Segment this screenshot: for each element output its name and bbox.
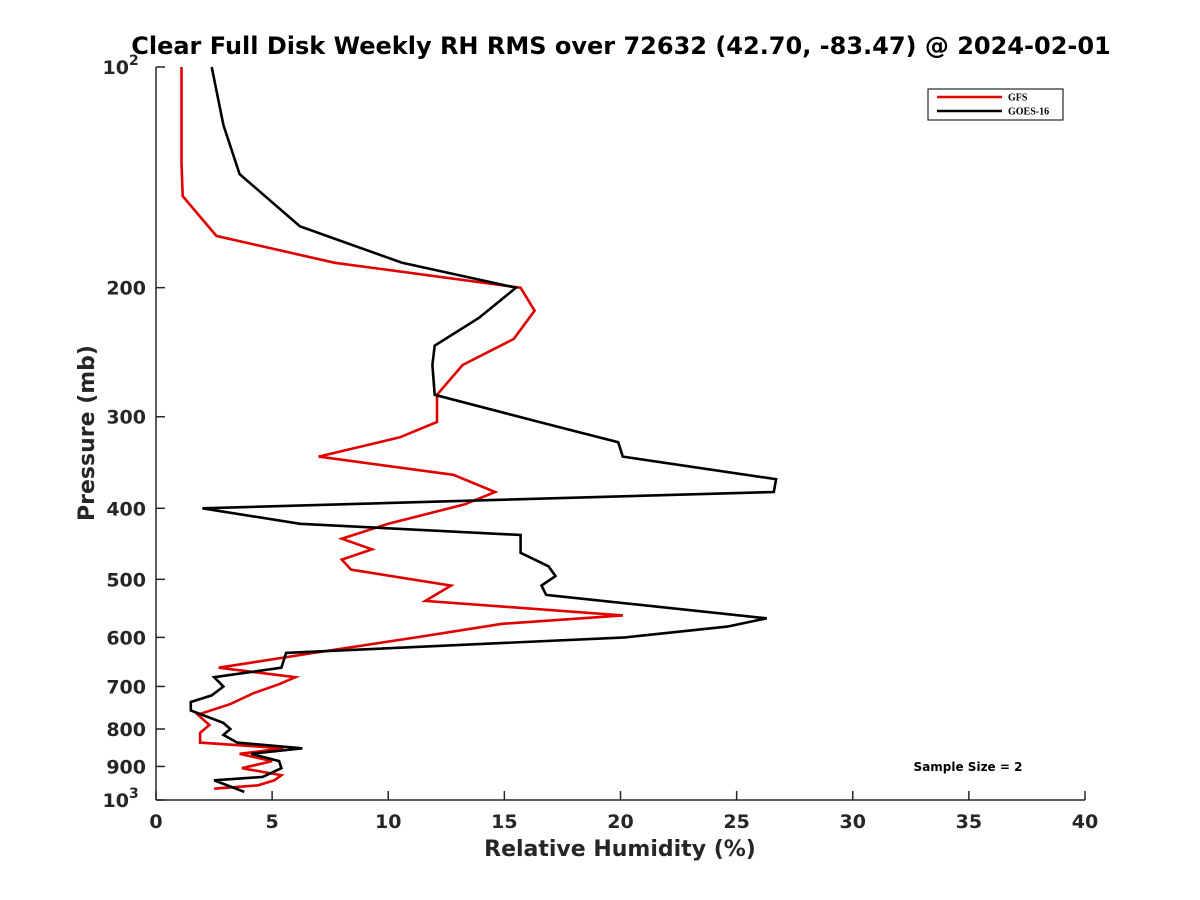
y-tick-label: 300 (106, 407, 146, 429)
y-tick-exponent: 2 (129, 53, 139, 69)
x-tick-label: 15 (491, 811, 517, 833)
y-tick-label: 200 (106, 278, 146, 300)
series-line-goes-16 (189, 66, 778, 794)
y-tick-label: 500 (106, 569, 146, 591)
series-layer (180, 66, 778, 794)
legend-entry: GOES-16 (1008, 107, 1049, 118)
x-tick-label: 30 (840, 811, 866, 833)
x-tick-label: 40 (1072, 811, 1098, 833)
y-tick-label: 10 (103, 57, 129, 79)
series-line-gfs (180, 67, 623, 790)
chart-title: Clear Full Disk Weekly RH RMS over 72632… (131, 32, 1111, 60)
y-tick-label: 400 (106, 498, 146, 520)
x-axis-label: Relative Humidity (%) (484, 837, 756, 862)
y-tick-label: 900 (106, 756, 146, 778)
legend: GFS GOES-16 (927, 88, 1064, 121)
y-tick-exponent: 3 (129, 786, 139, 802)
y-tick-label: 800 (106, 719, 146, 741)
sample-size-annotation: Sample Size = 2 (914, 760, 1023, 774)
x-tick-label: 5 (266, 811, 279, 833)
y-tick-label: 600 (106, 627, 146, 649)
y-axis-label: Pressure (mb) (75, 345, 100, 521)
x-tick-label: 10 (375, 811, 401, 833)
y-tick-label: 700 (106, 676, 146, 698)
x-tick-label: 35 (956, 811, 982, 833)
plot-area (156, 67, 1085, 800)
x-tick-label: 0 (149, 811, 162, 833)
x-tick-label: 20 (607, 811, 633, 833)
legend-box (927, 88, 1064, 121)
x-tick-label: 25 (723, 811, 749, 833)
legend-entry: GFS (1008, 93, 1028, 104)
y-tick-label: 10 (103, 790, 129, 812)
x-ticks: 0 5 10 15 20 25 30 35 40 (149, 791, 1098, 833)
